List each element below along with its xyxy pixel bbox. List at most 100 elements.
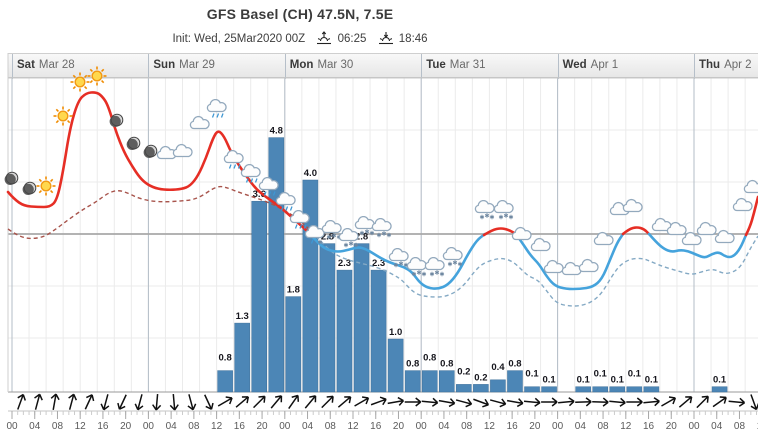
wind-arrow-icon: [696, 395, 709, 409]
wind-arrow-icon: [728, 397, 746, 407]
snow-cloud-icon: [338, 227, 362, 250]
time-tick-label: 08: [51, 421, 64, 432]
time-tick-label: 00: [142, 421, 154, 432]
precip-bar: [643, 386, 660, 393]
sunset-time: 18:46: [398, 33, 428, 45]
temperature-line: [6, 91, 314, 238]
init-label: Init: Wed, 25Mar2020 00Z: [172, 33, 306, 45]
precip-bar: [217, 370, 233, 393]
time-tick-label: 16: [642, 421, 655, 432]
cloud-icon: [172, 142, 196, 164]
time-tick-label: 12: [211, 421, 223, 432]
time-tick-label: 12: [620, 421, 632, 432]
sunrise-icon: [317, 31, 332, 45]
wind-arrow-icon: [100, 394, 110, 411]
precip-bar: [251, 200, 267, 393]
wind-arrow-icon: [34, 393, 43, 410]
cloud-icon: [593, 230, 617, 252]
sun-icon: [68, 71, 92, 93]
wind-arrow-icon: [17, 393, 26, 410]
precip-bar: [473, 384, 489, 393]
precip-value-label: 0.1: [628, 369, 642, 380]
snow-cloud-icon: [424, 256, 448, 279]
day-header: Mon Mar 30: [289, 59, 354, 71]
wind-arrow-icon: [626, 397, 643, 407]
wind-arrow-icon: [235, 396, 250, 408]
precip-bar: [439, 370, 455, 393]
wind-arrow-icon: [68, 393, 78, 410]
felt-temperature-line: [7, 185, 317, 240]
precip-bar: [268, 137, 285, 393]
precip-bar: [575, 386, 591, 393]
moon-icon: [122, 132, 146, 154]
time-tick-label: 04: [165, 421, 177, 432]
precip-bar: [524, 386, 540, 393]
temperature-line: [621, 226, 651, 236]
cloud-icon: [511, 225, 535, 247]
precip-value-label: 0.2: [474, 372, 487, 383]
precip-value-label: 2.3: [372, 258, 385, 269]
init-line: Init: Wed, 25Mar2020 00Z 06:25 18:46: [0, 31, 600, 45]
wind-arrow-icon: [404, 397, 422, 407]
precip-value-label: 0.8: [508, 359, 521, 370]
time-tick-label: 00: [415, 421, 427, 432]
temperature-line: [744, 195, 758, 237]
wind-arrow-icon: [204, 394, 214, 410]
precip-value-label: 0.4: [491, 362, 505, 373]
time-tick-label: 00: [552, 421, 564, 432]
precip-value-label: 1.3: [236, 311, 249, 322]
cloud-icon: [578, 257, 602, 279]
day-header: Thu Apr 2: [699, 59, 752, 71]
snow-cloud-icon: [493, 199, 517, 222]
wind-arrow-icon: [217, 396, 233, 407]
precip-value-label: 0.1: [611, 375, 625, 386]
wind-arrow-icon: [489, 398, 507, 408]
wind-arrow-icon: [354, 396, 370, 407]
precip-value-label: 0.1: [525, 369, 539, 380]
day-header-band: Sat Mar 28 Sun Mar 29 Mon Mar 30 Tue Mar 31 Wed A…: [8, 53, 758, 79]
temperature-line: [647, 232, 748, 259]
time-tick-label: 12: [757, 421, 758, 432]
sun-icon: [51, 105, 75, 127]
precip-value-label: 0.2: [457, 366, 470, 377]
day-header: Sun Mar 29: [153, 59, 215, 71]
cloud-icon: [622, 197, 646, 219]
time-tick-label: 04: [438, 421, 450, 432]
wind-arrow-icon: [387, 396, 405, 406]
rain-cloud-icon: [206, 98, 230, 121]
time-tick-label: 12: [483, 421, 495, 432]
wind-arrow-icon: [117, 394, 127, 410]
wind-arrow-icon: [609, 397, 626, 407]
wind-arrow-icon: [187, 394, 197, 411]
time-tick-label: 08: [324, 421, 336, 432]
wind-arrow-icon: [288, 394, 300, 409]
cloud-icon: [666, 220, 690, 242]
moon-icon: [139, 140, 163, 162]
wind-arrow-icon: [473, 398, 490, 408]
precip-bar: [285, 296, 302, 393]
rain-cloud-icon: [240, 163, 264, 186]
wind-arrow-icon: [455, 398, 473, 408]
precip-bar: [387, 338, 404, 393]
sleet-cloud-icon: [304, 224, 328, 247]
time-tick-label: 00: [6, 421, 18, 432]
wind-arrow-icon: [506, 398, 524, 408]
time-tick-label: 20: [665, 421, 677, 432]
precip-bar: [626, 386, 643, 393]
moon-icon: [105, 109, 129, 131]
precip-value-label: 4.0: [304, 168, 317, 179]
time-tick-label: 08: [597, 421, 609, 432]
time-tick-label: 08: [461, 421, 473, 432]
rain-cloud-icon: [223, 149, 247, 172]
wind-arrow-icon: [421, 397, 439, 407]
precip-value-label: 0.8: [423, 353, 436, 364]
precip-value-label: 2.8: [355, 232, 368, 243]
page-title: GFS Basel (CH) 47.5N, 7.5E: [206, 6, 394, 22]
cloud-icon: [743, 178, 758, 200]
precip-bar: [336, 269, 353, 393]
day-separator: [557, 54, 559, 79]
felt-temperature-line: [315, 235, 758, 307]
day-separator: [148, 54, 150, 79]
wind-arrow-icon: [592, 397, 609, 407]
